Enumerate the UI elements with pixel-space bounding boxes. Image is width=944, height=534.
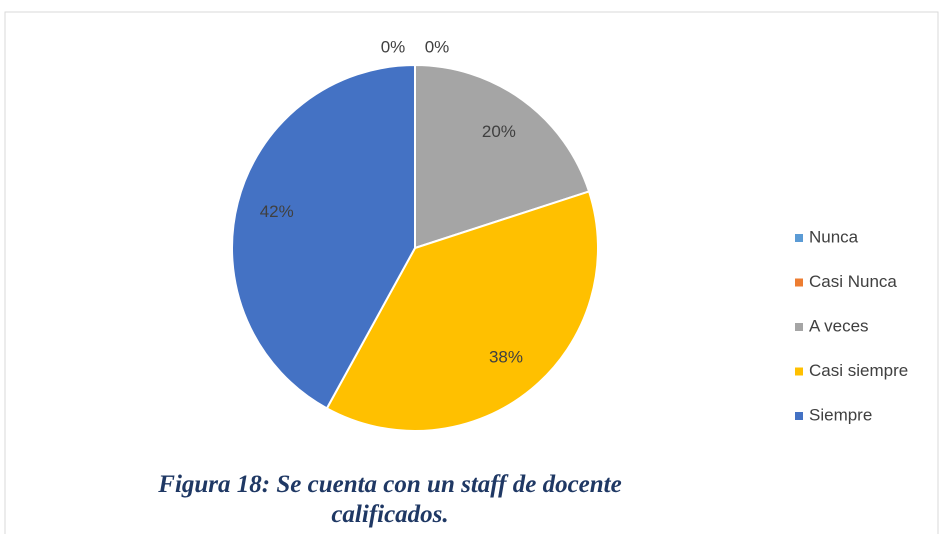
pie-slice (325, 190, 599, 432)
pie-slice (414, 63, 591, 250)
legend-swatch (795, 412, 803, 420)
data-label: 0% (381, 37, 406, 56)
legend-swatch (795, 278, 803, 287)
legend-label: A veces (809, 316, 869, 335)
legend-swatch (795, 234, 803, 242)
legend-label: Siempre (809, 405, 872, 424)
legend-swatch (795, 367, 803, 376)
data-label: 0% (425, 37, 450, 56)
legend-label: Nunca (809, 227, 859, 246)
legend-label: Casi Nunca (809, 272, 897, 291)
data-label: 38% (489, 347, 523, 366)
legend-swatch (795, 323, 803, 331)
caption: Figura 18: Se cuenta con un staff de doc… (158, 471, 622, 528)
data-label: 42% (260, 202, 294, 221)
pie-slice (231, 63, 416, 410)
chart-frame (4, 11, 939, 534)
data-label: 20% (482, 122, 516, 141)
legend-label: Casi siempre (809, 361, 908, 380)
